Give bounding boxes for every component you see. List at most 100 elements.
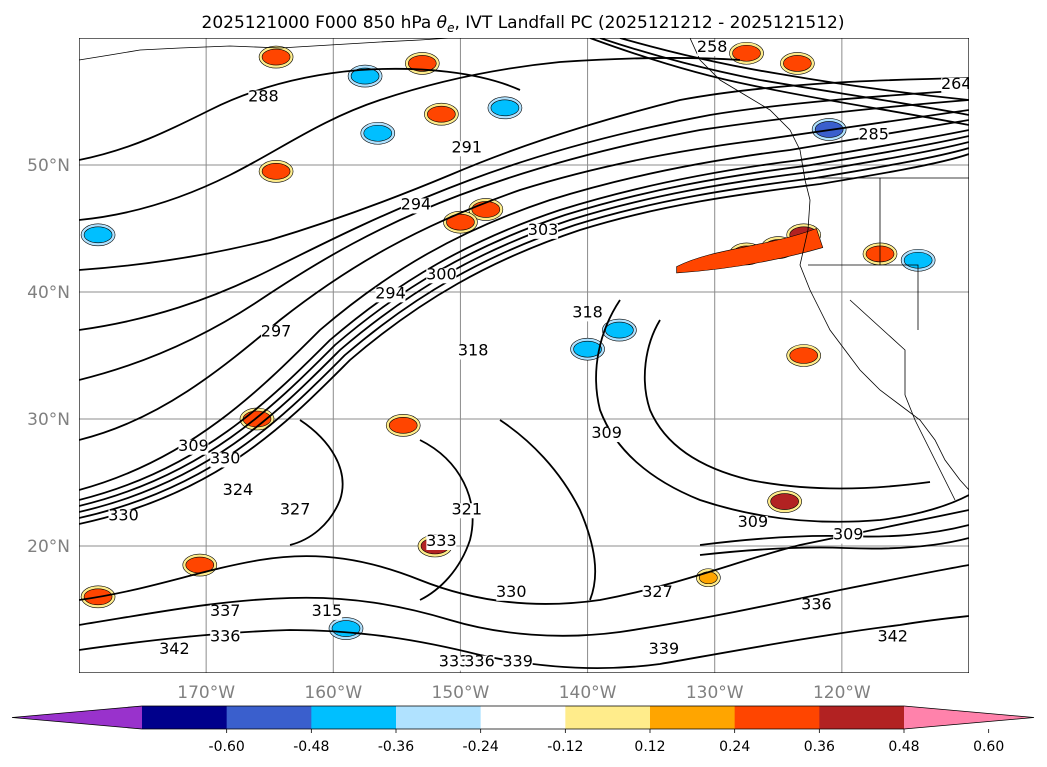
contour-label: 339 <box>649 639 680 658</box>
contour-line <box>643 319 931 490</box>
contour-line <box>79 615 969 670</box>
contour-label-background <box>222 484 253 500</box>
ivt-shaded-core <box>350 67 380 85</box>
coastline-baja <box>904 394 956 501</box>
contour-label-background <box>496 585 527 601</box>
ivt-shaded-band <box>676 228 824 274</box>
contour-line <box>595 299 969 523</box>
colorbar-bin <box>226 706 312 729</box>
ivt-shaded-core <box>261 48 291 66</box>
ivt-shaded-core <box>83 226 113 244</box>
contour-label-background <box>502 655 533 671</box>
colorbar-tick-label: -0.36 <box>378 739 414 755</box>
ivt-shaded-core <box>605 321 634 339</box>
contour-label-background <box>451 141 482 157</box>
ivt-shaded-core <box>770 493 799 510</box>
contour-label: 339 <box>502 652 533 671</box>
title-suffix: , IVT Landfall PC (2025121212 - 20251215… <box>454 13 844 33</box>
contour-label-background <box>210 452 241 468</box>
colorbar-tick-label: -0.48 <box>293 739 329 755</box>
contour-label-background <box>833 528 864 544</box>
contour-label: 321 <box>452 499 483 518</box>
contour-label: 294 <box>401 194 432 213</box>
contour-label-background <box>648 642 679 658</box>
colorbar-tick-label: -0.12 <box>547 739 583 755</box>
colorbar-tick-label: 0.12 <box>634 739 665 755</box>
contour-label-background <box>210 630 241 646</box>
title-subscript: e <box>447 21 454 35</box>
contour-line <box>79 147 969 519</box>
contour-label: 336 <box>464 652 495 671</box>
ivt-shaded-core <box>261 163 291 180</box>
contour-line <box>619 38 969 101</box>
contour-label: 285 <box>858 125 889 144</box>
contour-label-background <box>400 198 431 214</box>
contour-label-background <box>458 344 489 360</box>
contour-label-background <box>591 427 622 443</box>
contour-label: 309 <box>738 512 769 531</box>
map-area: 2582642852882912942943003032973183183093… <box>79 37 972 673</box>
contour-label-background <box>426 268 457 284</box>
contour-line <box>79 77 969 271</box>
contour-line <box>589 38 969 126</box>
colorbar-bin <box>396 706 482 729</box>
contour-line <box>289 419 344 546</box>
colorbar-extend-low <box>12 706 142 729</box>
contour-label-background <box>261 325 292 341</box>
contour-label-background <box>439 655 470 671</box>
contour-label: 294 <box>375 283 406 302</box>
contour-label: 309 <box>591 423 622 442</box>
contour-label: 309 <box>833 525 864 544</box>
contour-label: 303 <box>528 220 559 239</box>
contour-label-background <box>159 642 190 658</box>
contour-label-background <box>210 604 241 620</box>
contour-label: 291 <box>452 137 483 156</box>
contour-label-background <box>697 40 728 56</box>
contour-line <box>79 119 969 491</box>
lat-tick-label: 40°N <box>27 283 70 303</box>
colorbar-bin <box>565 706 651 729</box>
ivt-shaded-core <box>573 340 602 358</box>
contour-label: 342 <box>159 639 190 658</box>
contour-label-background <box>801 598 832 614</box>
contour-label: 324 <box>223 480 254 499</box>
contour-label: 264 <box>941 74 972 93</box>
contour-label: 337 <box>210 601 241 620</box>
contour-line <box>79 109 969 441</box>
colorbar-bin <box>311 706 397 729</box>
ivt-shaded-core <box>783 55 812 72</box>
contour-label-background <box>426 535 457 550</box>
contour-label-background <box>451 503 482 519</box>
contour-line <box>79 89 969 331</box>
contour-label: 258 <box>697 37 728 56</box>
contour-line <box>599 38 969 116</box>
colorbar-bin <box>650 706 736 729</box>
title-prefix: 2025121000 F000 850 hPa <box>202 13 437 33</box>
contour-label-background <box>311 604 342 620</box>
colorbar-tick-label: 0.60 <box>973 739 1004 755</box>
colorbar-tick-label: 0.36 <box>804 739 835 755</box>
contour-label: 333 <box>426 531 457 550</box>
contour-line <box>79 99 969 381</box>
lat-tick-label: 20°N <box>27 537 70 557</box>
latitude-tick-labels: 50°N 40°N 30°N 20°N <box>27 156 70 557</box>
coastlines <box>79 38 969 501</box>
contour-line <box>79 153 969 525</box>
contour-line <box>79 564 969 637</box>
contour-line <box>79 56 741 221</box>
contour-line <box>79 129 969 501</box>
colorbar: -0.60 -0.48 -0.36 -0.24 -0.12 0.12 0.24 0.36 0.4… <box>11 705 1035 755</box>
contour-label: 300 <box>426 264 457 283</box>
border-states <box>808 178 919 395</box>
contour-label: 336 <box>210 626 241 645</box>
colorbar-tick-label: 0.48 <box>888 739 919 755</box>
colorbar-tick-label: -0.24 <box>463 739 499 755</box>
ivt-shaded-core <box>789 347 819 364</box>
lon-tick-label: 150°W <box>432 683 490 703</box>
contour-label-background <box>375 287 406 303</box>
contour-label: 318 <box>458 341 489 360</box>
ivt-shaded-core <box>407 55 437 72</box>
ivt-shaded-core <box>331 620 361 637</box>
contour-label-background <box>642 585 673 601</box>
contour-label-background <box>280 503 311 519</box>
